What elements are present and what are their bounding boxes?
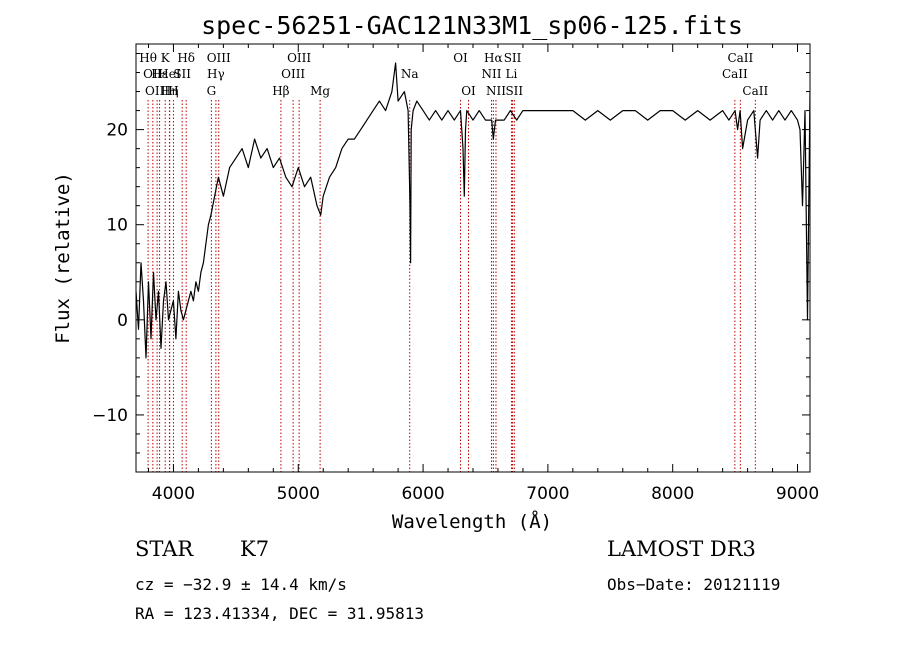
line-marker-label-11: Hγ — [207, 67, 225, 81]
line-marker-label-28: CaII — [742, 84, 768, 98]
object-subclass: K7 — [240, 537, 270, 561]
line-marker-label-24: SII — [504, 51, 522, 65]
x-tick-label-3: 7000 — [526, 484, 569, 504]
line-marker-label-7: H — [168, 84, 178, 98]
x-tick-label-0: 4000 — [152, 484, 195, 504]
line-marker-label-1: OII — [143, 67, 163, 81]
y-axis-label: Flux (relative) — [52, 172, 74, 344]
line-marker-label-27: CaII — [727, 51, 753, 65]
y-tick-label-0: −10 — [92, 406, 128, 426]
spectrum-series — [136, 62, 810, 359]
y-tick-label-2: 10 — [106, 216, 128, 236]
object-class: STAR — [135, 537, 194, 561]
line-marker-label-17: Na — [401, 67, 419, 81]
line-marker-label-25: SII — [505, 84, 523, 98]
line-marker-label-22: NII — [486, 84, 506, 98]
line-marker-label-10: G — [207, 84, 217, 98]
line-marker-label-12: OIII — [207, 51, 231, 65]
y-axis-ticks: −10 0 10 20 — [92, 53, 810, 454]
spectrum-chart: spec-56251-GAC121N33M1_sp06-125.fits Hθ O… — [52, 11, 819, 533]
y-tick-label-1: 0 — [117, 311, 128, 331]
line-marker-label-23: Li — [506, 67, 518, 81]
x-tick-label-5: 9000 — [776, 484, 819, 504]
line-marker-label-3: Hε — [151, 67, 168, 81]
line-marker-label-2: OIII — [145, 84, 169, 98]
coordinates: RA = 123.41334, DEC = 31.95813 — [135, 604, 424, 623]
line-marker-label-4: K — [161, 51, 171, 65]
line-marker-label-5: Hη — [161, 84, 179, 98]
line-marker-label-26: CaII — [722, 67, 748, 81]
spectral-line-markers: Hθ OII OIII Hε K Hη HeI H SII Hδ G Hγ OIII Hβ OIII OIII… — [139, 51, 768, 472]
line-marker-label-19: OI — [461, 84, 476, 98]
x-tick-label-4: 8000 — [651, 484, 694, 504]
observation-date: Obs−Date: 20121119 — [607, 575, 781, 594]
x-axis-label: Wavelength (Å) — [392, 510, 552, 533]
line-marker-label-20: NII — [481, 67, 501, 81]
line-marker-label-18: OI — [453, 51, 468, 65]
line-marker-label-15: OIII — [287, 51, 311, 65]
survey-name: LAMOST DR3 — [607, 537, 756, 561]
line-marker-label-14: OIII — [281, 67, 305, 81]
line-marker-label-16: Mg — [310, 84, 330, 98]
x-tick-label-1: 5000 — [277, 484, 320, 504]
line-marker-label-21: Hα — [484, 51, 503, 65]
chart-title: spec-56251-GAC121N33M1_sp06-125.fits — [201, 11, 743, 40]
redshift-value: cz = −32.9 ± 14.4 km/s — [135, 575, 347, 594]
line-marker-label-0: Hθ — [139, 51, 157, 65]
line-marker-label-9: Hδ — [177, 51, 195, 65]
y-tick-label-3: 20 — [106, 121, 128, 141]
plot-frame — [135, 43, 811, 473]
spectrum-line-0 — [136, 62, 810, 359]
line-marker-label-13: Hβ — [272, 84, 289, 98]
x-tick-label-2: 6000 — [401, 484, 444, 504]
line-marker-label-6: HeI — [158, 67, 181, 81]
x-axis-ticks: 4000 5000 6000 7000 8000 9000 — [147, 44, 819, 504]
line-marker-label-8: SII — [173, 67, 191, 81]
